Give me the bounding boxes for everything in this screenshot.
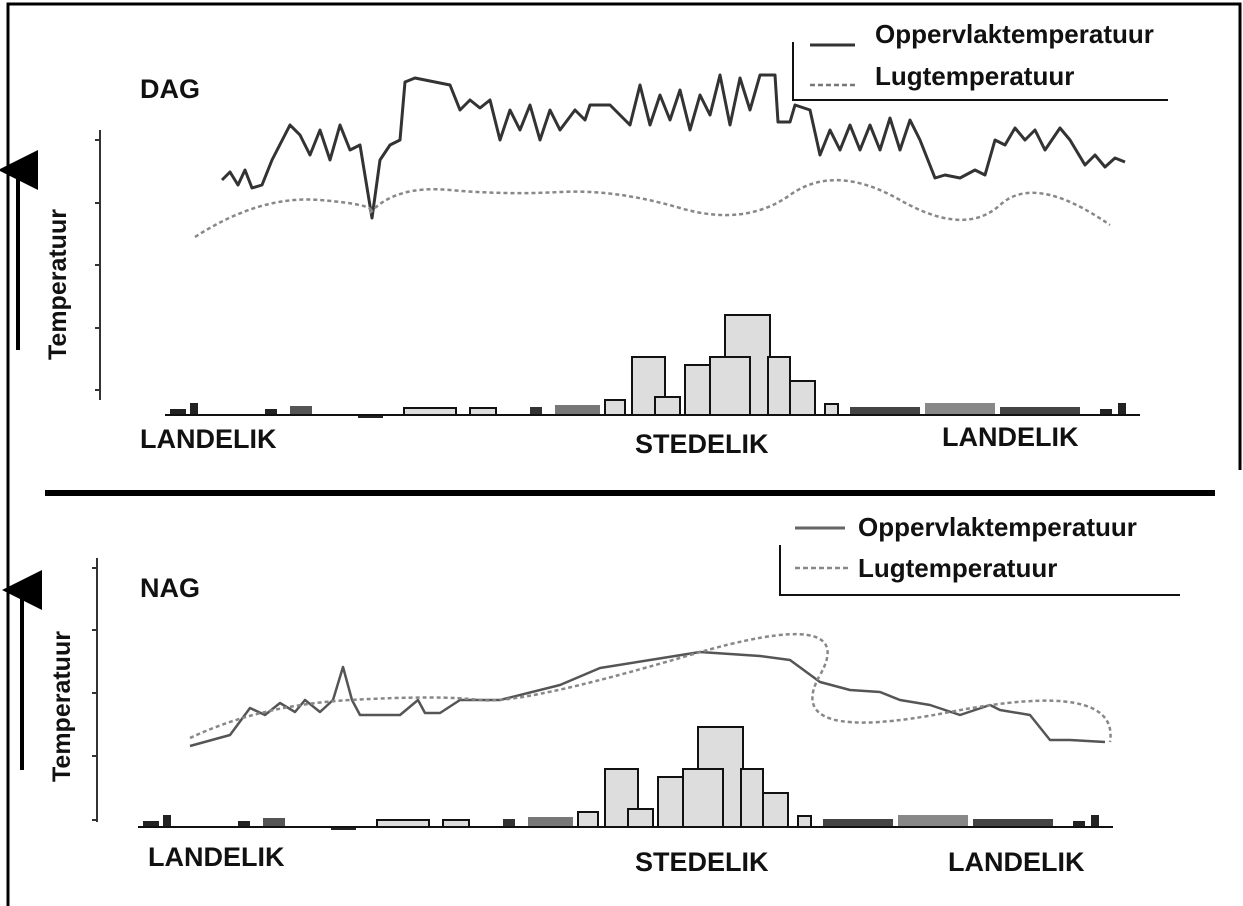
day-panel: DAG Temperatuur Oppervlaktemperatuur Lug… <box>18 19 1168 459</box>
night-panel: NAG Temperatuur Oppervlaktemperatuur Lug… <box>22 512 1180 877</box>
legend-entry: Lugtemperatuur <box>875 61 1074 91</box>
air-curve <box>190 634 1111 742</box>
x-label: LANDELIK <box>148 842 285 872</box>
panel-label: DAG <box>140 74 200 104</box>
surface-curve <box>222 75 1125 218</box>
air-curve <box>195 180 1110 237</box>
legend-entry: Oppervlaktemperatuur <box>858 512 1137 542</box>
y-axis-label: Temperatuur <box>44 209 72 360</box>
buildings <box>165 315 1140 418</box>
x-label: LANDELIK <box>140 424 277 454</box>
y-axis <box>92 558 97 822</box>
x-label: LANDELIK <box>942 422 1079 452</box>
panel-label: NAG <box>140 573 200 603</box>
buildings <box>138 727 1113 830</box>
legend-entry: Lugtemperatuur <box>858 553 1057 583</box>
diagram: DAG Temperatuur Oppervlaktemperatuur Lug… <box>0 0 1243 906</box>
legend-entry: Oppervlaktemperatuur <box>875 19 1154 49</box>
x-label: STEDELIK <box>635 847 769 877</box>
y-axis <box>95 130 100 400</box>
y-axis-label: Temperatuur <box>48 631 76 782</box>
x-label: LANDELIK <box>948 847 1085 877</box>
surface-curve <box>190 652 1105 746</box>
x-label: STEDELIK <box>635 429 769 459</box>
